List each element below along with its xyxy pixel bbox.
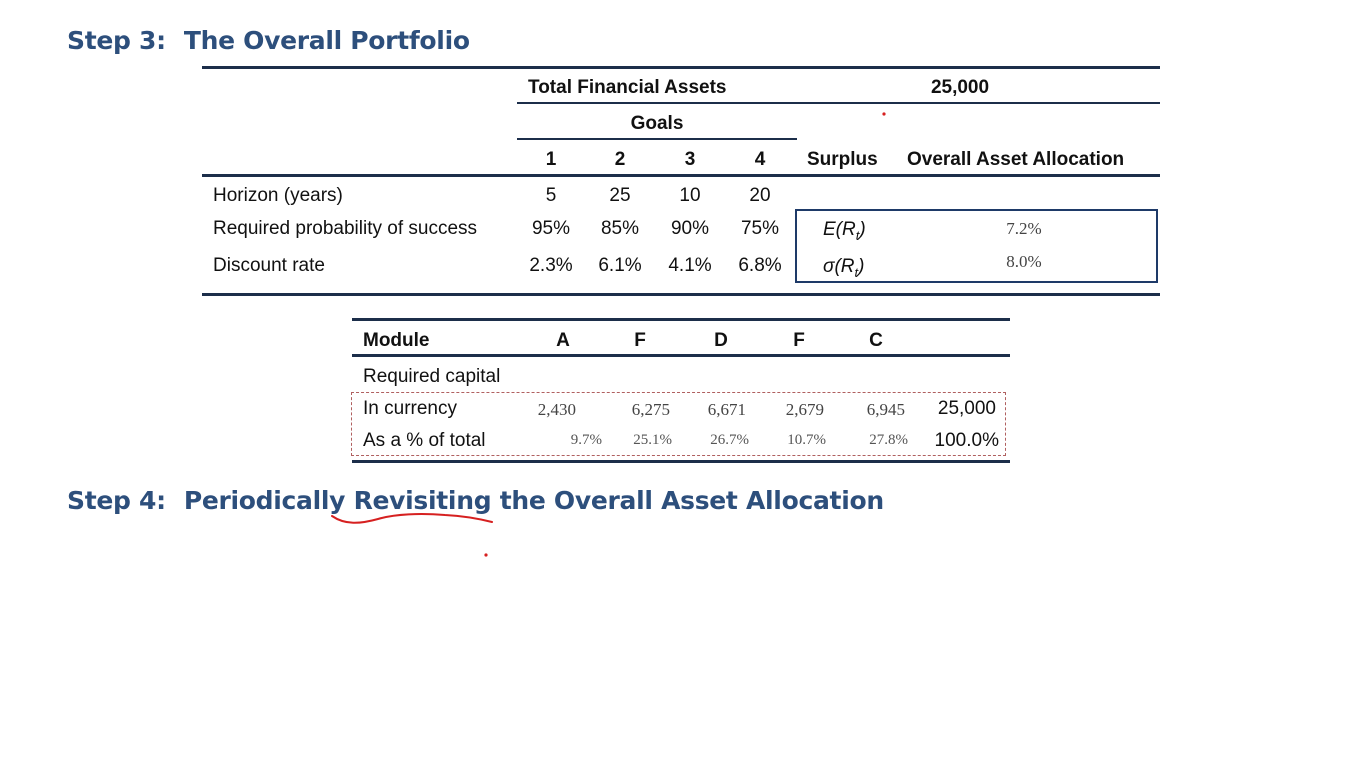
step4-title-post: the Overall Asset Allocation bbox=[499, 486, 884, 515]
step4-number: Step 4: bbox=[67, 486, 166, 515]
currency-value-5: 6,945 bbox=[866, 400, 905, 419]
capital-dashed-box bbox=[351, 392, 1006, 456]
top-table-rule-total bbox=[517, 102, 1160, 104]
currency-value-2: 6,275 bbox=[631, 400, 670, 419]
currency-value-3: 6,671 bbox=[707, 400, 746, 419]
red-underline-annotation bbox=[331, 513, 493, 524]
allocation-stats-box bbox=[795, 209, 1158, 283]
row-discount-goal-1: 2.3% bbox=[529, 255, 573, 276]
in-currency-label: In currency bbox=[363, 398, 457, 419]
module-table-rule-header bbox=[352, 354, 1010, 357]
step3-number: Step 3: bbox=[67, 26, 166, 55]
volatility-label: σ(Rt) bbox=[823, 256, 865, 280]
row-probability-goal-2: 85% bbox=[600, 218, 640, 239]
row-horizon-goal-4: 20 bbox=[749, 185, 771, 206]
percent-value-3: 26.7% bbox=[710, 432, 749, 448]
total-financial-assets-label: Total Financial Assets bbox=[528, 77, 727, 98]
row-probability-goal-4: 75% bbox=[740, 218, 780, 239]
percent-value-5: 27.8% bbox=[869, 432, 908, 448]
currency-total: 25,000 bbox=[937, 398, 996, 419]
percent-of-total-label: As a % of total bbox=[363, 430, 486, 451]
expected-return-value: 7.2% bbox=[1006, 219, 1042, 238]
total-financial-assets-value: 25,000 bbox=[930, 77, 990, 98]
percent-value-4: 10.7% bbox=[787, 432, 826, 448]
goals-rule bbox=[517, 138, 797, 140]
red-dot-annotation bbox=[882, 112, 886, 116]
volatility-value: 8.0% bbox=[1006, 252, 1042, 271]
currency-value-1: 2,430 bbox=[537, 400, 576, 419]
row-probability-goal-3: 90% bbox=[670, 218, 710, 239]
module-header-label: Module bbox=[363, 330, 430, 351]
step3-title: The Overall Portfolio bbox=[183, 26, 470, 55]
module-header-3: D bbox=[714, 330, 728, 351]
row-probability-label: Required probability of success bbox=[213, 218, 478, 239]
percent-total: 100.0% bbox=[934, 430, 999, 451]
required-capital-label: Required capital bbox=[363, 366, 501, 387]
row-discount-goal-3: 4.1% bbox=[668, 255, 712, 276]
goal-number-4: 4 bbox=[754, 149, 766, 170]
row-horizon-goal-1: 5 bbox=[545, 185, 557, 206]
module-header-2: F bbox=[634, 330, 646, 351]
row-probability-goal-1: 95% bbox=[531, 218, 571, 239]
module-header-4: F bbox=[793, 330, 805, 351]
overall-asset-allocation-label: Overall Asset Allocation bbox=[907, 149, 1125, 170]
goals-label: Goals bbox=[630, 113, 684, 134]
row-horizon-goal-3: 10 bbox=[679, 185, 701, 206]
goal-number-3: 3 bbox=[684, 149, 696, 170]
module-header-1: A bbox=[556, 330, 570, 351]
goal-number-1: 1 bbox=[545, 149, 557, 170]
percent-value-2: 25.1% bbox=[633, 432, 672, 448]
top-table-rule-top bbox=[202, 66, 1160, 69]
module-header-5: C bbox=[869, 330, 883, 351]
top-table-rule-header bbox=[202, 174, 1160, 177]
currency-value-4: 2,679 bbox=[785, 400, 824, 419]
red-dot-annotation bbox=[484, 553, 488, 557]
step4-title-underlined: Revisiting bbox=[353, 486, 492, 515]
step4-title-pre: Periodically bbox=[183, 486, 346, 515]
expected-return-label: E(Rt) bbox=[823, 219, 866, 243]
module-table-rule-bottom bbox=[352, 460, 1010, 463]
top-table-rule-bottom bbox=[202, 293, 1160, 296]
module-table-rule-top bbox=[352, 318, 1010, 321]
row-horizon-label: Horizon (years) bbox=[213, 185, 343, 206]
surplus-label: Surplus bbox=[807, 149, 878, 170]
step4-heading: Step 4: Periodically Revisiting the Overa… bbox=[67, 486, 884, 515]
step3-heading: Step 3: The Overall Portfolio bbox=[67, 26, 470, 55]
row-horizon-goal-2: 25 bbox=[609, 185, 631, 206]
row-discount-goal-4: 6.8% bbox=[738, 255, 782, 276]
percent-value-1: 9.7% bbox=[570, 432, 602, 448]
row-discount-label: Discount rate bbox=[213, 255, 325, 276]
row-discount-goal-2: 6.1% bbox=[598, 255, 642, 276]
goal-number-2: 2 bbox=[614, 149, 626, 170]
